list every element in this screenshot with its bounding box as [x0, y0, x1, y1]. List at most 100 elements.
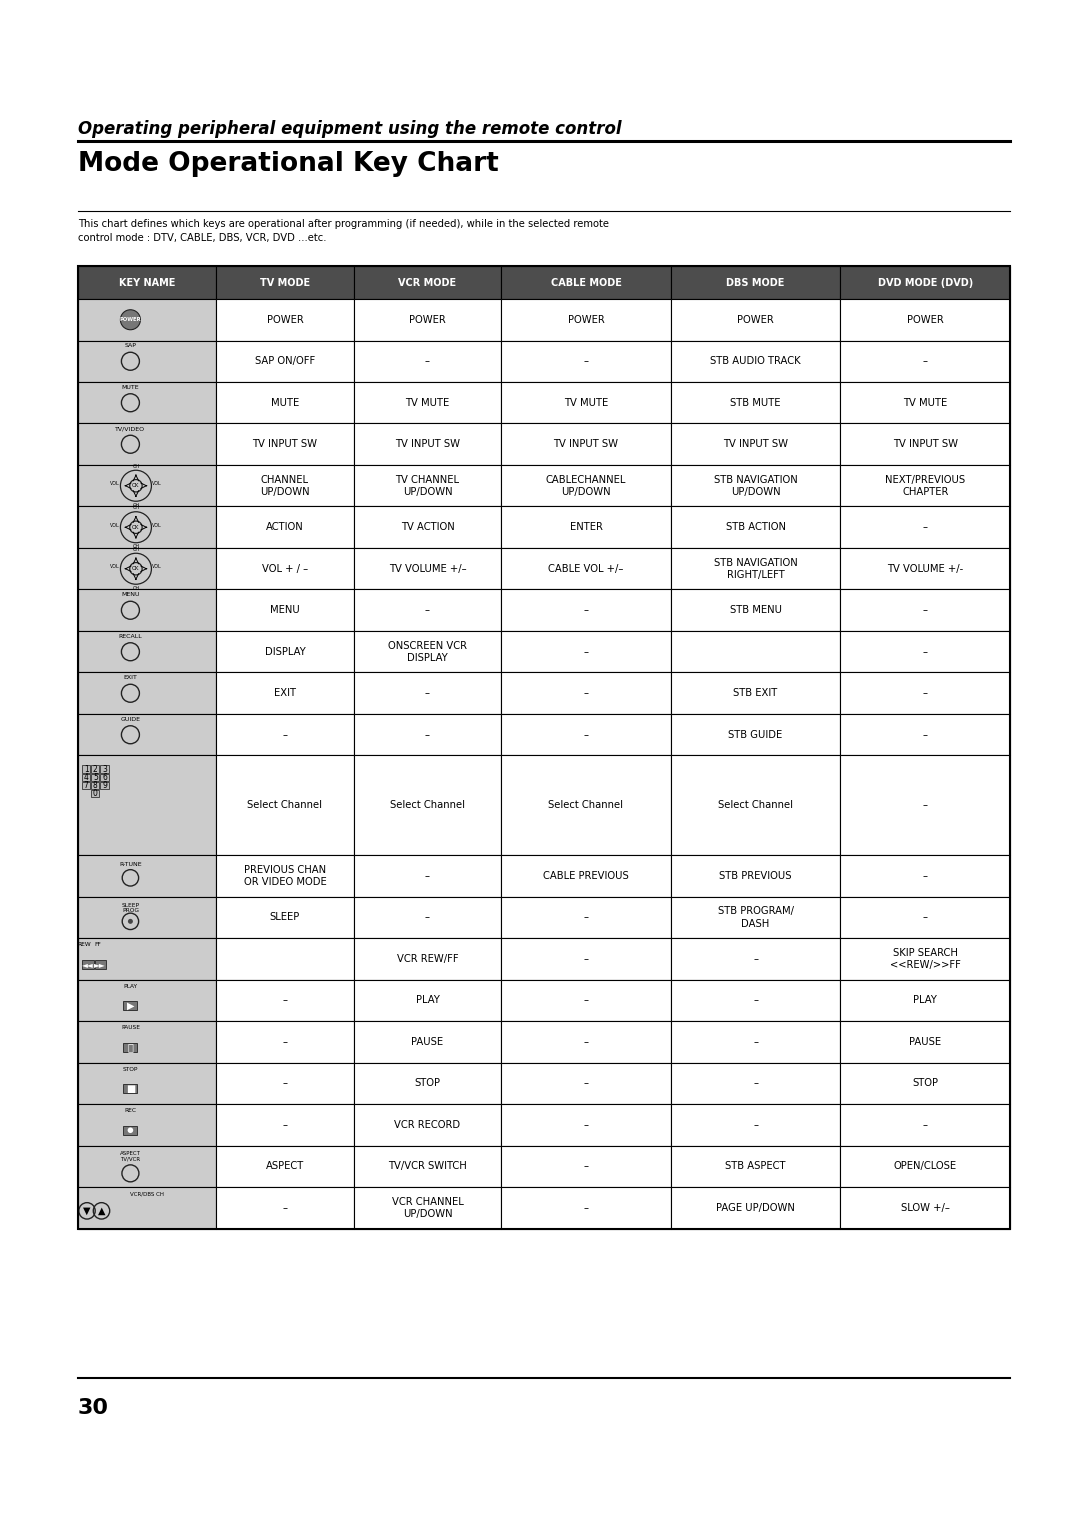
Bar: [501, 897, 671, 938]
Bar: [671, 1021, 840, 1062]
Bar: [78, 549, 216, 590]
Bar: [100, 773, 109, 781]
Bar: [840, 266, 1010, 299]
Bar: [82, 960, 94, 969]
Bar: [216, 856, 354, 897]
Text: VCR CHANNEL
UP/DOWN: VCR CHANNEL UP/DOWN: [392, 1196, 463, 1219]
Text: STB MUTE: STB MUTE: [730, 397, 781, 408]
Bar: [671, 631, 840, 672]
Bar: [501, 506, 671, 549]
Bar: [501, 299, 671, 341]
Bar: [354, 341, 501, 382]
Text: STB ACTION: STB ACTION: [726, 523, 785, 532]
Bar: [501, 1187, 671, 1229]
Bar: [82, 782, 91, 788]
Text: RECALL: RECALL: [119, 634, 143, 639]
Bar: [501, 1105, 671, 1146]
Bar: [78, 1062, 216, 1105]
Bar: [354, 755, 501, 856]
Text: 4: 4: [83, 773, 89, 782]
Bar: [671, 423, 840, 465]
Text: STB EXIT: STB EXIT: [733, 688, 778, 698]
Text: 5: 5: [93, 773, 97, 782]
Text: STB ASPECT: STB ASPECT: [726, 1161, 786, 1172]
Bar: [501, 590, 671, 631]
Text: ▲: ▲: [98, 1206, 105, 1216]
Bar: [216, 1187, 354, 1229]
Text: STB NAVIGATION
RIGHT/LEFT: STB NAVIGATION RIGHT/LEFT: [714, 558, 797, 581]
Text: –: –: [583, 995, 589, 1005]
Text: ◄◄: ◄◄: [82, 960, 94, 969]
Text: FF: FF: [94, 943, 100, 947]
Text: VOL: VOL: [110, 481, 120, 486]
Text: ONSCREEN VCR
DISPLAY: ONSCREEN VCR DISPLAY: [388, 640, 467, 663]
Text: PAUSE: PAUSE: [909, 1038, 942, 1047]
Text: DBS MODE: DBS MODE: [727, 278, 785, 287]
Bar: [78, 1187, 216, 1229]
Bar: [216, 1021, 354, 1062]
Text: –: –: [583, 730, 589, 740]
Text: –: –: [426, 356, 430, 367]
Text: SAP ON/OFF: SAP ON/OFF: [255, 356, 315, 367]
Text: –: –: [753, 953, 758, 964]
Bar: [354, 266, 501, 299]
Bar: [216, 938, 354, 979]
Text: –: –: [922, 912, 928, 923]
Bar: [840, 299, 1010, 341]
Text: MUTE: MUTE: [271, 397, 299, 408]
Bar: [78, 341, 216, 382]
Bar: [216, 1105, 354, 1146]
Text: Select Channel: Select Channel: [718, 801, 793, 810]
Text: POWER: POWER: [267, 315, 303, 325]
Bar: [354, 631, 501, 672]
Bar: [354, 382, 501, 423]
Text: –: –: [282, 995, 287, 1005]
Bar: [501, 631, 671, 672]
Bar: [840, 549, 1010, 590]
Text: MUTE: MUTE: [122, 385, 139, 390]
Text: Operating peripheral equipment using the remote control: Operating peripheral equipment using the…: [78, 121, 622, 138]
Bar: [82, 766, 91, 773]
Bar: [354, 1105, 501, 1146]
Text: PROG: PROG: [122, 908, 139, 912]
Bar: [78, 266, 1010, 1229]
Text: ■: ■: [125, 1083, 135, 1094]
Text: TV MUTE: TV MUTE: [405, 397, 449, 408]
Text: PLAY: PLAY: [914, 995, 937, 1005]
Bar: [100, 766, 109, 773]
Bar: [501, 341, 671, 382]
Text: –: –: [583, 1120, 589, 1129]
Text: –: –: [583, 1038, 589, 1047]
Text: POWER: POWER: [120, 318, 141, 322]
Bar: [354, 1062, 501, 1105]
Text: POWER: POWER: [738, 315, 774, 325]
Bar: [840, 1021, 1010, 1062]
Bar: [78, 755, 216, 856]
Text: POWER: POWER: [907, 315, 944, 325]
Text: STOP: STOP: [123, 1067, 138, 1071]
Text: TV INPUT SW: TV INPUT SW: [724, 439, 788, 449]
Text: STOP: STOP: [415, 1079, 441, 1088]
Text: Select Channel: Select Channel: [390, 801, 465, 810]
Bar: [91, 782, 99, 788]
Bar: [216, 672, 354, 714]
Bar: [354, 1021, 501, 1062]
Bar: [671, 382, 840, 423]
Bar: [78, 590, 216, 631]
Text: GUIDE: GUIDE: [120, 717, 140, 721]
Bar: [501, 755, 671, 856]
Bar: [840, 1105, 1010, 1146]
Text: TV CHANNEL
UP/DOWN: TV CHANNEL UP/DOWN: [395, 475, 459, 497]
Text: EXIT: EXIT: [123, 675, 137, 680]
Bar: [671, 755, 840, 856]
Text: Select Channel: Select Channel: [549, 801, 623, 810]
Text: Select Channel: Select Channel: [247, 801, 323, 810]
Bar: [216, 1062, 354, 1105]
Text: –: –: [922, 646, 928, 657]
Bar: [840, 1146, 1010, 1187]
Text: –: –: [583, 356, 589, 367]
Bar: [354, 506, 501, 549]
Text: PAGE UP/DOWN: PAGE UP/DOWN: [716, 1203, 795, 1213]
Text: –: –: [426, 730, 430, 740]
Text: CH: CH: [133, 506, 139, 510]
